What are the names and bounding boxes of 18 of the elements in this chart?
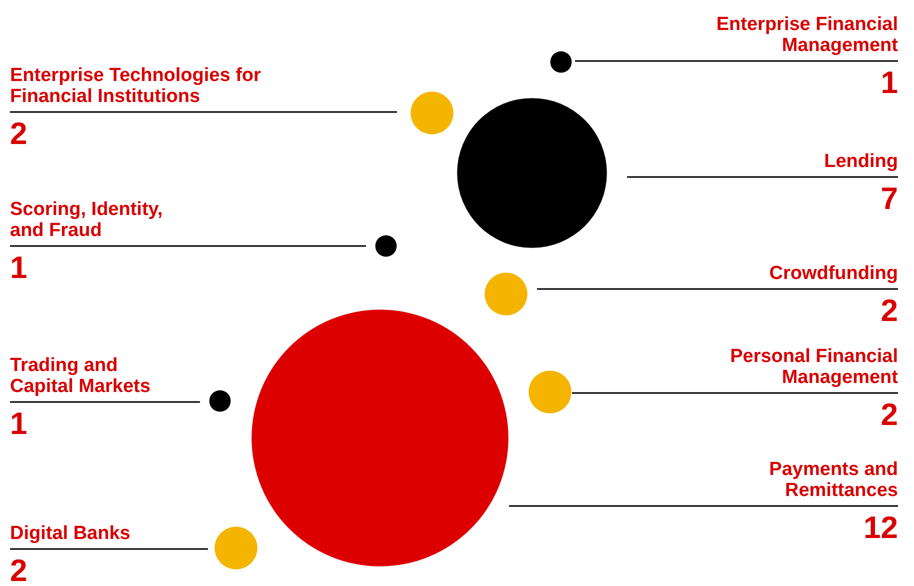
data-label: 1 bbox=[10, 250, 28, 285]
category-label: Personal Financial Management bbox=[729, 346, 898, 388]
data-label: 2 bbox=[10, 553, 28, 586]
category-label: Lending bbox=[823, 151, 898, 172]
category-label: Enterprise Technologies for Financial Institutions bbox=[10, 65, 262, 107]
data-label: 1 bbox=[880, 65, 898, 100]
category-label: Digital Banks bbox=[10, 523, 132, 544]
category-label: Payments and Remittances bbox=[768, 459, 898, 501]
data-label: 7 bbox=[880, 181, 898, 216]
category-label: Crowdfunding bbox=[768, 263, 898, 284]
category-label: Scoring, Identity, and Fraud bbox=[10, 199, 164, 241]
category-label: Trading and Capital Markets bbox=[10, 355, 152, 397]
data-label: 2 bbox=[10, 116, 28, 151]
data-label: 2 bbox=[880, 397, 898, 432]
data-label: 1 bbox=[10, 406, 28, 441]
data-label: 12 bbox=[864, 510, 898, 545]
category-label: Enterprise Financial Management bbox=[715, 14, 898, 56]
data-label: 2 bbox=[880, 293, 898, 328]
